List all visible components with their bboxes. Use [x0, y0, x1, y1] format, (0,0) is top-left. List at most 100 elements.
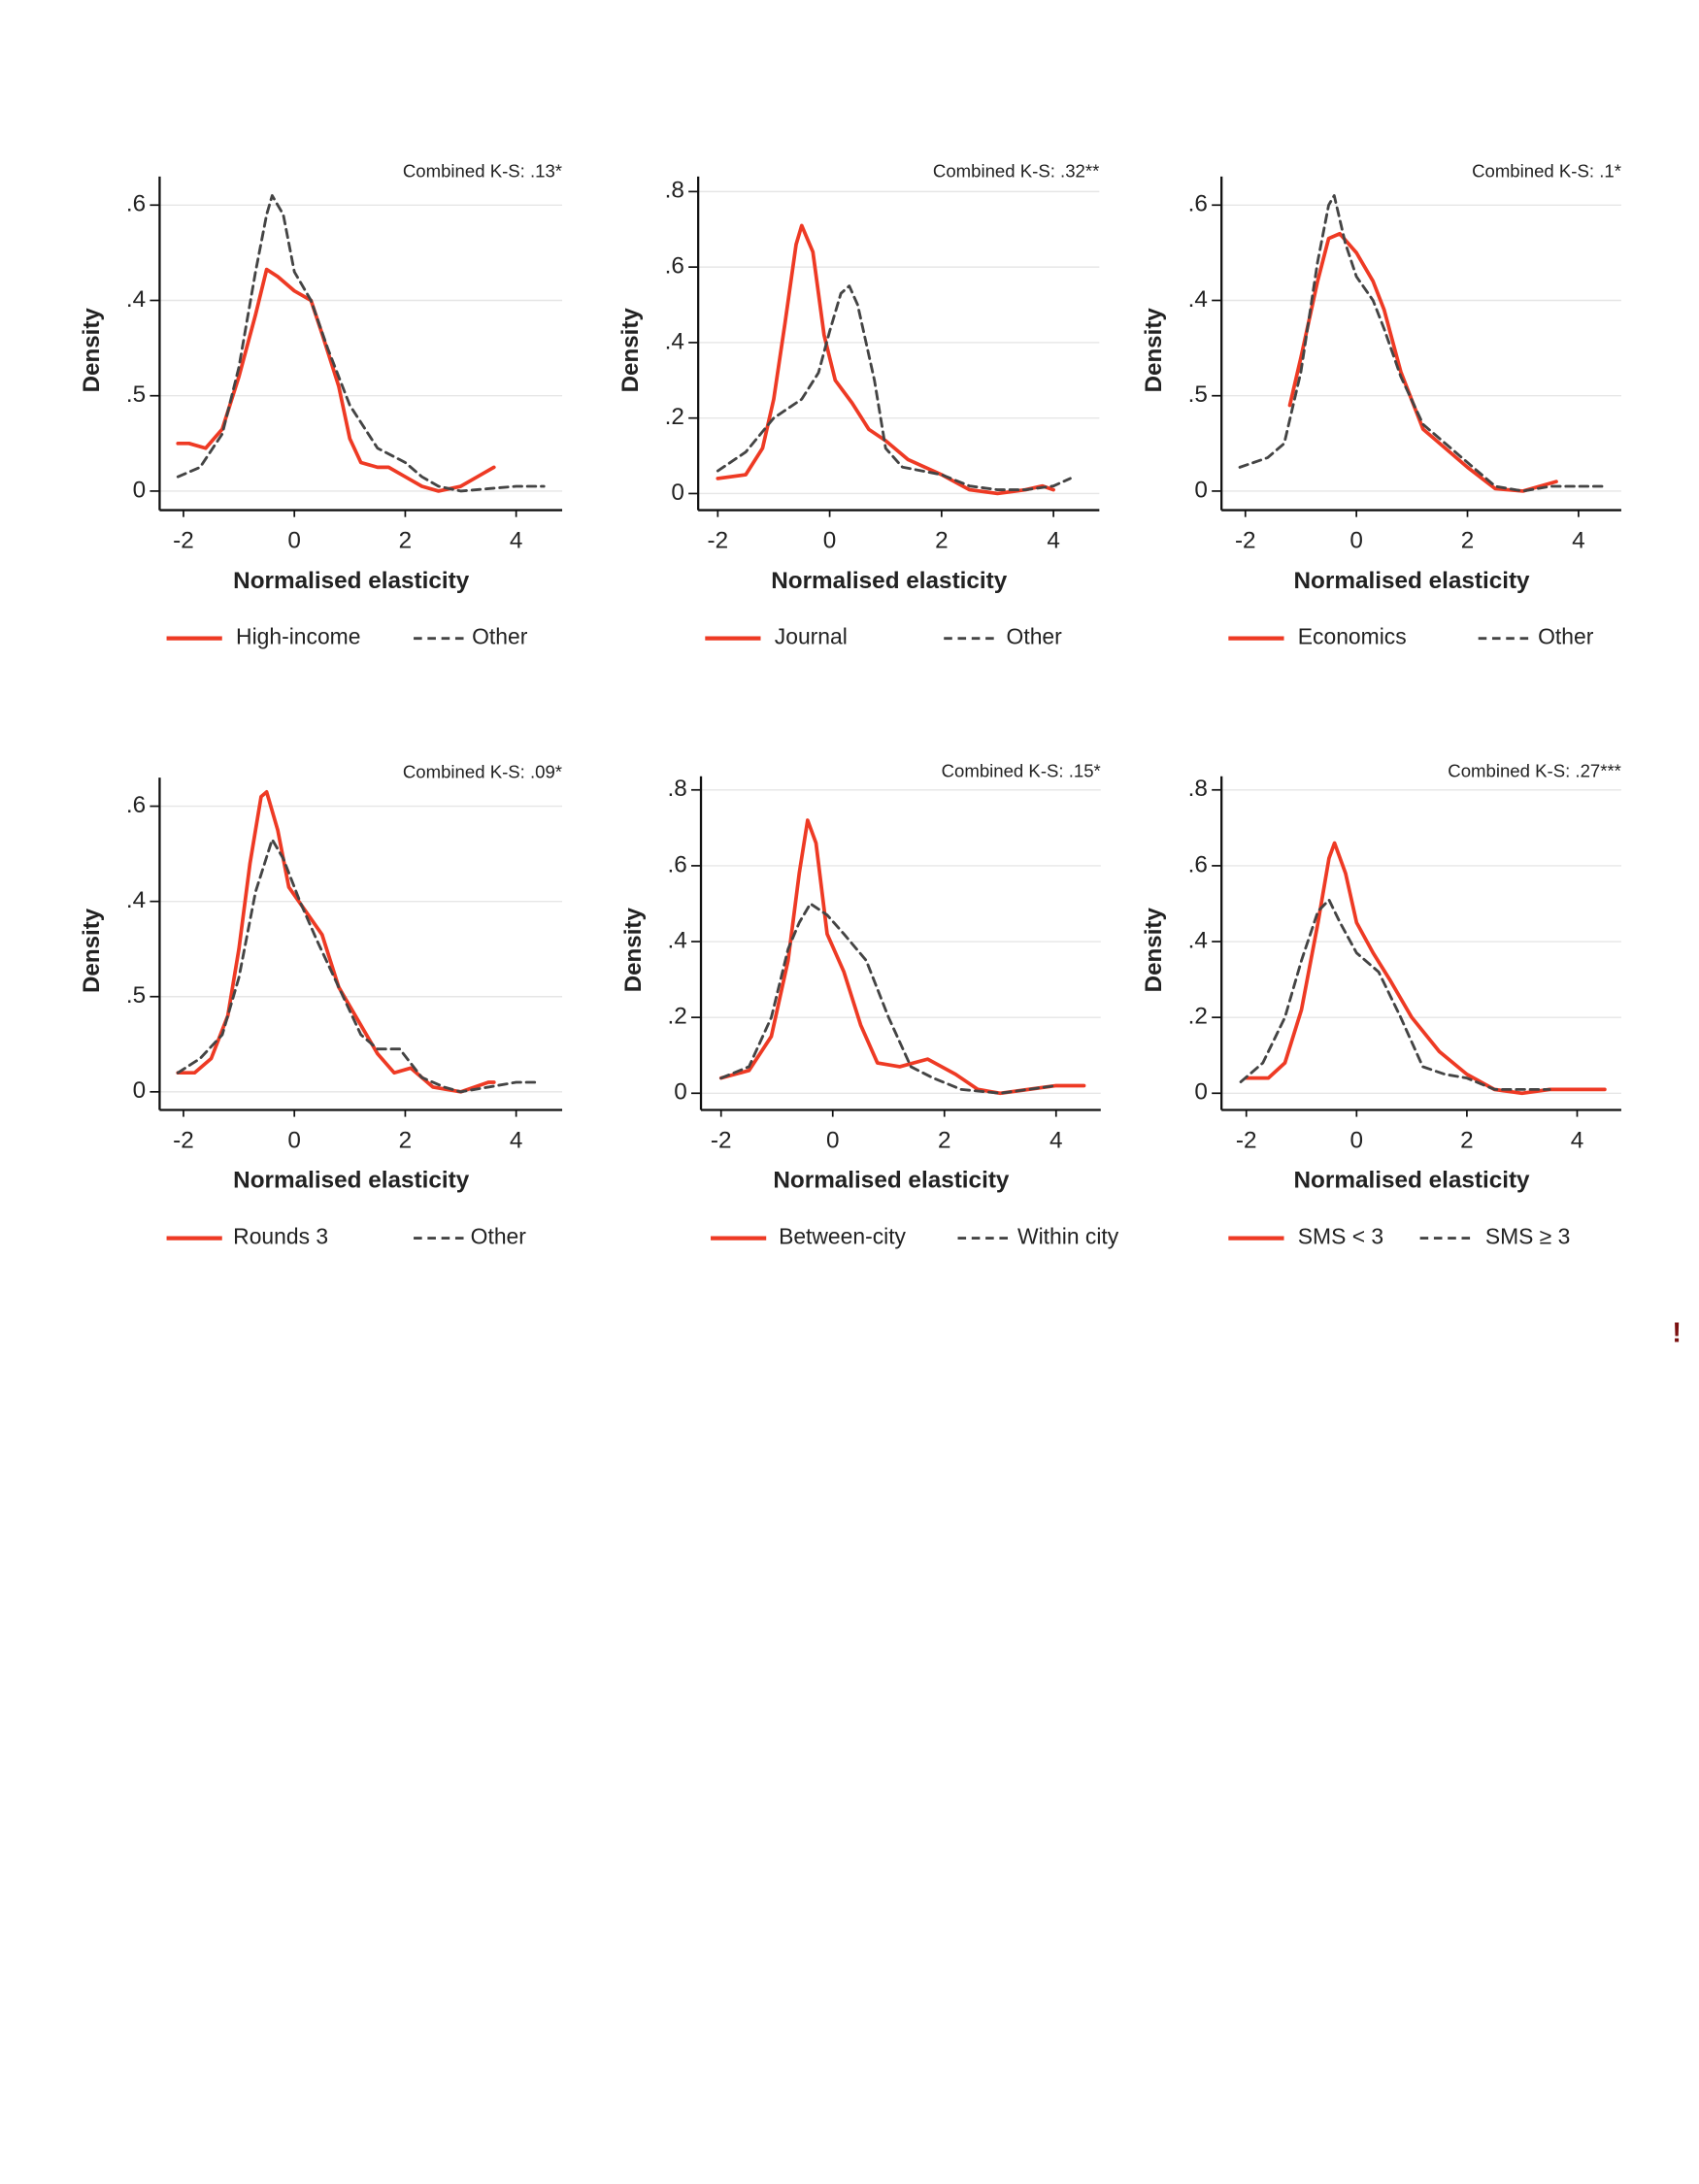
y-tick-label: .5 — [1188, 381, 1208, 408]
x-tick-label: -2 — [1235, 528, 1256, 554]
y-tick-label: .6 — [126, 792, 146, 818]
legend-label: Rounds 3 — [233, 1224, 328, 1249]
annotation: Combined K-S: .27*** — [1448, 760, 1621, 780]
x-tick-label: 0 — [1349, 528, 1363, 554]
x-tick-label: 2 — [399, 528, 413, 554]
annotation: Combined K-S: .13* — [403, 160, 562, 181]
legend-label: Other — [471, 1224, 527, 1249]
panel: 0 .5 .4 .6 -2 0 2 4 Combined K-S: .13* Normalised… — [79, 160, 562, 648]
x-tick-label: 2 — [1461, 528, 1475, 554]
density-line — [176, 267, 496, 493]
y-axis-label: Density — [620, 908, 647, 993]
density-line — [1238, 194, 1608, 493]
x-tick-label: 0 — [1350, 1128, 1364, 1154]
y-tick-label: .8 — [1188, 776, 1208, 802]
y-axis-label: Density — [79, 308, 105, 393]
x-tick-label: -2 — [173, 1128, 194, 1154]
x-tick-label: 4 — [510, 528, 523, 554]
y-tick-label: 0 — [674, 1079, 687, 1106]
x-tick-label: 0 — [287, 528, 301, 554]
legend-label: Other — [1007, 624, 1063, 649]
x-axis-label: Normalised elasticity — [773, 1168, 1010, 1194]
y-axis-label: Density — [617, 308, 644, 393]
annotation: Combined K-S: .1* — [1472, 160, 1621, 181]
panel: 0 .5 .4 .6 -2 0 2 4 Combined K-S: .09* Normalised… — [79, 762, 562, 1249]
annotation: Combined K-S: .15* — [942, 760, 1101, 780]
density-line — [719, 902, 1058, 1095]
y-tick-label: 0 — [1194, 477, 1208, 503]
y-tick-label: .2 — [667, 1004, 686, 1030]
panel: 0 .2 .4 .6 .8 -2 0 2 4 Combined K-S: .32** Normali… — [617, 160, 1099, 648]
y-tick-label: .4 — [126, 887, 146, 913]
x-tick-label: 4 — [1571, 1128, 1584, 1154]
x-tick-label: 2 — [399, 1128, 413, 1154]
legend-label: Journal — [775, 624, 848, 649]
x-tick-label: 2 — [935, 528, 949, 554]
panel: 0 .5 .4 .6 -2 0 2 4 Combined K-S: .1* Normalised … — [1141, 160, 1621, 648]
legend-label: SMS < 3 — [1298, 1224, 1383, 1249]
y-tick-label: .4 — [126, 286, 146, 313]
density-line — [1287, 231, 1558, 493]
x-tick-label: 2 — [938, 1128, 951, 1154]
y-tick-label: .6 — [667, 851, 686, 877]
density-line — [1239, 898, 1551, 1091]
x-axis-label: Normalised elasticity — [233, 568, 470, 594]
x-tick-label: 0 — [287, 1128, 301, 1154]
density-line — [1244, 841, 1607, 1096]
density-line — [176, 790, 496, 1094]
panel: 0 .2 .4 .6 .8 -2 0 2 4 Combined K-S: .27*** Normal… — [1141, 760, 1621, 1248]
x-axis-label: Normalised elasticity — [771, 568, 1008, 594]
x-tick-label: 4 — [1572, 528, 1585, 554]
x-tick-label: 0 — [826, 1128, 840, 1154]
x-tick-label: -2 — [708, 528, 729, 554]
y-tick-label: 0 — [1194, 1079, 1208, 1106]
legend-label: Within city — [1017, 1224, 1119, 1249]
y-tick-label: .4 — [667, 927, 686, 953]
y-tick-label: .5 — [126, 381, 146, 408]
y-tick-label: 0 — [671, 480, 684, 506]
x-axis-label: Normalised elasticity — [1294, 568, 1531, 594]
margin-mark: ! — [1672, 1318, 1682, 1349]
y-tick-label: 0 — [133, 477, 147, 503]
density-line — [176, 838, 540, 1094]
density-line — [716, 284, 1072, 491]
y-tick-label: .4 — [665, 328, 684, 354]
y-axis-label: Density — [79, 908, 105, 993]
y-tick-label: .4 — [1188, 927, 1208, 953]
y-axis-label: Density — [1141, 908, 1167, 993]
y-tick-label: .6 — [1188, 191, 1208, 217]
y-tick-label: .6 — [1188, 851, 1208, 877]
y-tick-label: .4 — [1188, 286, 1208, 313]
x-tick-label: 2 — [1460, 1128, 1474, 1154]
x-tick-label: -2 — [173, 528, 194, 554]
density-line — [716, 223, 1055, 496]
density-line — [176, 194, 546, 493]
y-tick-label: .8 — [667, 776, 686, 802]
x-tick-label: 4 — [1047, 528, 1060, 554]
x-tick-label: -2 — [711, 1128, 732, 1154]
x-axis-label: Normalised elasticity — [233, 1168, 470, 1194]
legend-label: Other — [472, 624, 528, 649]
legend-label: Between-city — [779, 1224, 907, 1249]
y-tick-label: 0 — [133, 1077, 147, 1104]
y-tick-label: .2 — [1188, 1004, 1208, 1030]
y-tick-label: .2 — [665, 404, 684, 430]
annotation: Combined K-S: .09* — [403, 762, 562, 782]
x-tick-label: 4 — [1049, 1128, 1063, 1154]
x-tick-label: 0 — [823, 528, 837, 554]
x-tick-label: 4 — [510, 1128, 523, 1154]
y-axis-label: Density — [1141, 308, 1167, 393]
x-tick-label: -2 — [1236, 1128, 1257, 1154]
y-tick-label: .8 — [665, 178, 684, 204]
legend-label: Other — [1538, 624, 1594, 649]
x-axis-label: Normalised elasticity — [1294, 1168, 1531, 1194]
annotation: Combined K-S: .32** — [933, 160, 1099, 181]
y-tick-label: .6 — [665, 253, 684, 280]
legend-label: High-income — [236, 624, 360, 649]
y-tick-label: .6 — [126, 191, 146, 217]
legend-label: Economics — [1298, 624, 1407, 649]
y-tick-label: .5 — [126, 982, 146, 1009]
panel: 0 .2 .4 .6 .8 -2 0 2 4 Combined K-S: .15* Normalis… — [620, 760, 1119, 1248]
